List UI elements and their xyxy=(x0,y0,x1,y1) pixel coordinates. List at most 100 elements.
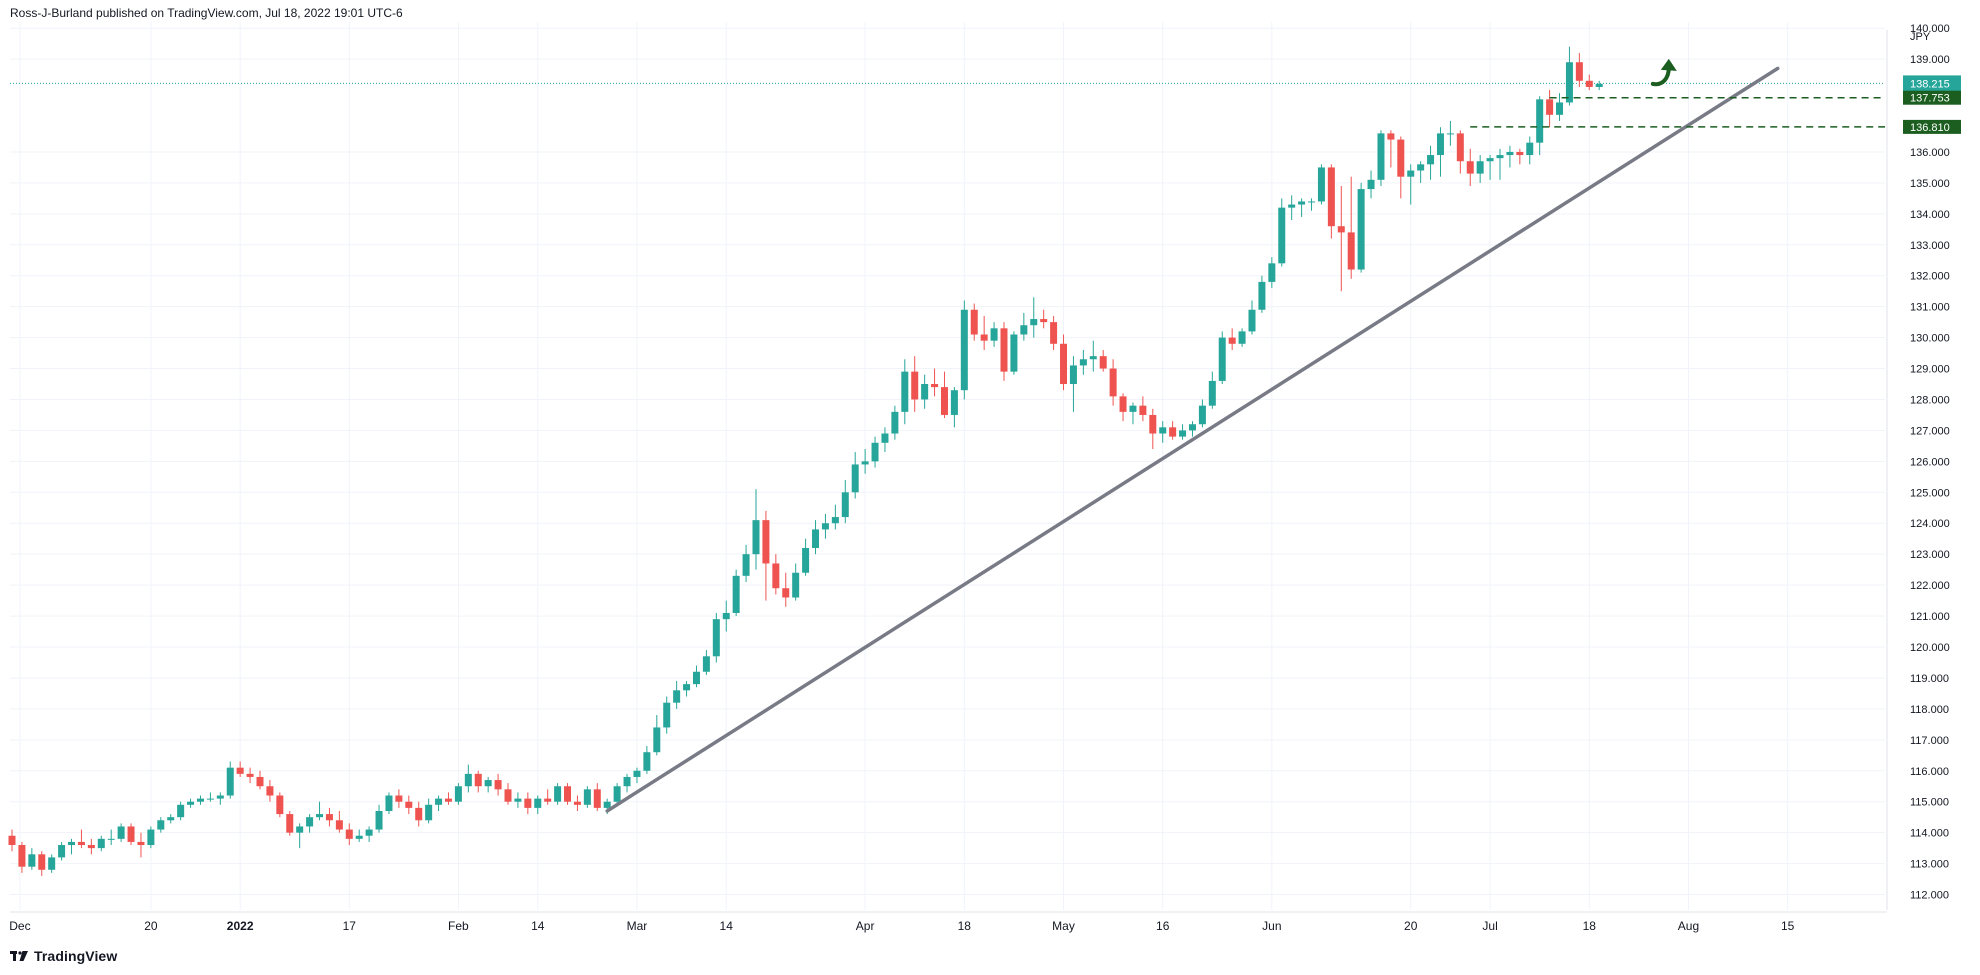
candle xyxy=(1536,96,1544,156)
candle xyxy=(1099,349,1107,372)
candle xyxy=(256,770,264,790)
candle xyxy=(792,563,800,601)
candle-body xyxy=(1159,427,1167,434)
candle-body xyxy=(1595,83,1603,87)
candle-body xyxy=(1556,102,1564,115)
price-tick-label: 117.000 xyxy=(1910,735,1949,747)
candle-body xyxy=(722,612,730,620)
candle-body xyxy=(256,776,264,787)
candle xyxy=(1387,130,1395,168)
candle-body xyxy=(931,384,939,388)
candle xyxy=(1020,312,1028,341)
price-tick-label: 122.000 xyxy=(1910,580,1950,592)
candle-body xyxy=(48,857,56,870)
candle-body xyxy=(1456,133,1464,162)
candle-body xyxy=(107,838,115,840)
candle xyxy=(1367,170,1375,199)
candle xyxy=(633,767,641,784)
candle-body xyxy=(1407,170,1415,177)
candle-body xyxy=(1179,430,1187,437)
candle xyxy=(405,795,413,815)
candle xyxy=(613,783,621,805)
candle-body xyxy=(18,845,26,867)
candle xyxy=(335,810,343,833)
candle xyxy=(573,795,581,811)
price-tick-label: 112.000 xyxy=(1910,890,1949,902)
candle-body xyxy=(296,826,304,833)
candle xyxy=(1109,359,1117,406)
candle-body xyxy=(405,801,413,808)
time-tick-label: 18 xyxy=(1583,919,1597,933)
candle-body xyxy=(663,702,671,728)
price-tick-label: 116.000 xyxy=(1910,766,1949,778)
candle-body xyxy=(1169,427,1177,437)
candle xyxy=(504,783,512,805)
price-tick-label: 129.000 xyxy=(1910,364,1950,376)
candle-body xyxy=(97,838,105,849)
candle-body xyxy=(1149,414,1157,434)
candle xyxy=(1308,198,1316,211)
candle xyxy=(1248,300,1256,335)
candle-body xyxy=(1119,396,1127,412)
candle xyxy=(157,817,165,833)
candle xyxy=(534,795,542,815)
candle xyxy=(355,829,363,842)
candle-body xyxy=(206,798,214,800)
candle xyxy=(1060,334,1068,391)
candle xyxy=(1347,176,1355,279)
candle-body xyxy=(950,390,958,415)
candle xyxy=(692,665,700,688)
candle-body xyxy=(1516,151,1524,156)
time-tick-label: Aug xyxy=(1678,919,1699,933)
time-tick-label: 17 xyxy=(343,919,357,933)
candle xyxy=(593,783,601,811)
candle xyxy=(444,792,452,805)
candle xyxy=(306,814,314,833)
candle xyxy=(345,823,353,846)
candle-body xyxy=(425,804,433,821)
candle xyxy=(266,780,274,802)
candle-body xyxy=(921,384,929,400)
candle xyxy=(206,792,214,802)
candle-body xyxy=(1060,343,1068,385)
price-tick-label: 134.000 xyxy=(1910,209,1950,221)
tradingview-footer[interactable]: TradingView xyxy=(10,948,117,964)
candle xyxy=(1575,52,1583,87)
candle xyxy=(454,783,462,805)
candle-body xyxy=(692,671,700,685)
candle-body xyxy=(58,845,66,858)
candle-body xyxy=(673,690,681,703)
candle-body xyxy=(385,795,393,811)
candle xyxy=(137,832,145,858)
candle-body xyxy=(1288,204,1296,208)
candle-body xyxy=(1258,281,1266,310)
price-tick-label: 136.000 xyxy=(1910,147,1950,159)
candle-body xyxy=(851,464,859,493)
candle xyxy=(494,773,502,796)
candle-body xyxy=(782,588,790,598)
candle xyxy=(673,681,681,709)
candle xyxy=(1169,421,1177,440)
candle xyxy=(831,504,839,530)
time-tick-label: 15 xyxy=(1781,919,1795,933)
time-axis: Dec 20 2022 17 Feb 14 Mar 14 Apr 18 May 16 Jun 20 Jul 1… xyxy=(9,919,1794,933)
time-tick-label: 20 xyxy=(144,919,158,933)
candle xyxy=(117,823,125,842)
candle-body xyxy=(742,554,750,576)
candle-body xyxy=(554,786,562,802)
price-tick-label: 140.000 xyxy=(1910,23,1950,35)
grid-lines xyxy=(10,22,1885,910)
candle xyxy=(861,448,869,474)
candle xyxy=(1526,136,1534,165)
candle xyxy=(1565,46,1573,106)
candle xyxy=(1556,93,1564,122)
candle xyxy=(1119,393,1127,422)
candle-body xyxy=(1198,405,1206,425)
candle xyxy=(385,792,393,815)
candle xyxy=(1436,127,1444,177)
candle-body xyxy=(1327,167,1335,227)
candle xyxy=(77,829,85,849)
candle xyxy=(395,789,403,808)
price-tick-label: 124.000 xyxy=(1910,518,1950,530)
